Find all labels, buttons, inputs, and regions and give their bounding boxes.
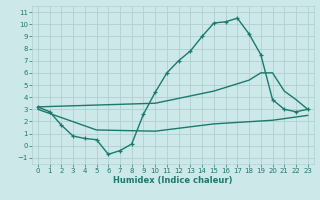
X-axis label: Humidex (Indice chaleur): Humidex (Indice chaleur): [113, 176, 233, 185]
